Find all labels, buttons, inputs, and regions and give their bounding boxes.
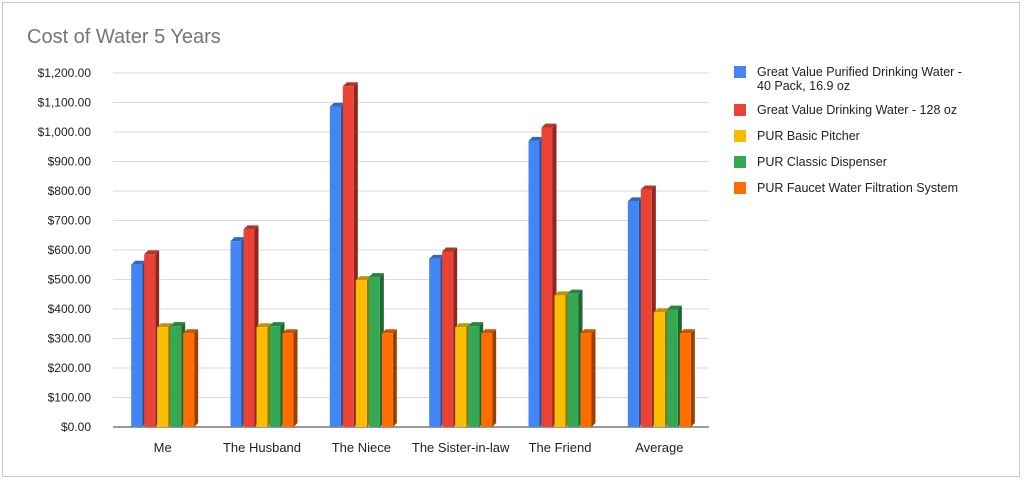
x-tick-label: The Niece	[332, 440, 391, 455]
bar[interactable]	[256, 323, 272, 427]
y-tick-label: $300.00	[48, 332, 92, 346]
legend-item[interactable]: Great Value Drinking Water - 128 oz	[734, 103, 957, 117]
chart-title: Cost of Water 5 Years	[27, 26, 221, 48]
bar[interactable]	[282, 329, 298, 427]
y-tick-label: $800.00	[48, 184, 92, 198]
bar[interactable]	[627, 197, 643, 427]
legend[interactable]: Great Value Purified Drinking Water -40 …	[734, 65, 962, 195]
legend-item[interactable]: PUR Faucet Water Filtration System	[734, 181, 958, 195]
legend-swatch	[734, 156, 746, 168]
bar[interactable]	[381, 329, 397, 427]
bar[interactable]	[640, 185, 656, 427]
y-tick-label: $600.00	[48, 243, 92, 257]
bar[interactable]	[481, 329, 497, 427]
x-tick-label: The Sister-in-law	[412, 440, 510, 455]
legend-label: PUR Classic Dispenser	[757, 155, 887, 169]
y-tick-label: $500.00	[48, 273, 92, 287]
legend-swatch	[734, 182, 746, 194]
legend-label: Great Value Purified Drinking Water -	[757, 65, 962, 79]
bar[interactable]	[679, 329, 695, 427]
y-axis-ticks: $0.00 $100.00 $200.00 $300.00 $400.00 $500.00…	[38, 66, 92, 434]
bar[interactable]	[580, 329, 596, 427]
bar[interactable]	[170, 322, 186, 427]
bar[interactable]	[429, 254, 445, 427]
legend-item[interactable]: PUR Basic Pitcher	[734, 129, 860, 143]
bar[interactable]	[269, 322, 285, 427]
legend-swatch	[734, 104, 746, 116]
legend-label: PUR Faucet Water Filtration System	[757, 181, 958, 195]
x-tick-label: The Friend	[529, 440, 592, 455]
bar[interactable]	[144, 250, 160, 427]
bar[interactable]	[183, 329, 199, 427]
bar[interactable]	[666, 305, 682, 427]
y-tick-label: $0.00	[61, 420, 91, 434]
bar[interactable]	[157, 323, 173, 427]
legend-item[interactable]: Great Value Purified Drinking Water -40 …	[734, 65, 962, 93]
bar[interactable]	[541, 123, 557, 427]
bar[interactable]	[442, 247, 458, 427]
x-tick-label: The Husband	[223, 440, 301, 455]
y-tick-label: $400.00	[48, 302, 92, 316]
bar[interactable]	[368, 273, 384, 427]
legend-label: Great Value Drinking Water - 128 oz	[757, 103, 957, 117]
bar[interactable]	[355, 276, 371, 427]
bar[interactable]	[567, 289, 583, 427]
x-tick-label: Me	[154, 440, 172, 455]
bar[interactable]	[468, 322, 484, 427]
bar[interactable]	[230, 237, 246, 427]
bar-chart: Cost of Water 5 Years $0.00 $100.00 $200.0…	[27, 26, 962, 455]
bars	[131, 82, 695, 428]
bar[interactable]	[528, 136, 544, 427]
legend-label: PUR Basic Pitcher	[757, 129, 860, 143]
bar[interactable]	[554, 291, 570, 427]
y-tick-label: $1,000.00	[38, 125, 92, 139]
y-tick-label: $900.00	[48, 155, 92, 169]
y-tick-label: $1,200.00	[38, 66, 92, 80]
bar[interactable]	[131, 260, 147, 427]
legend-swatch	[734, 130, 746, 142]
x-axis-categories: Me The Husband The Niece The Sister-in-law T…	[154, 440, 684, 455]
bar[interactable]	[653, 308, 669, 427]
bar[interactable]	[243, 225, 259, 427]
bar[interactable]	[329, 102, 345, 428]
y-tick-label: $200.00	[48, 361, 92, 375]
x-tick-label: Average	[635, 440, 683, 455]
y-tick-label: $1,100.00	[38, 96, 92, 110]
legend-item[interactable]: PUR Classic Dispenser	[734, 155, 887, 169]
y-tick-label: $700.00	[48, 214, 92, 228]
legend-label: 40 Pack, 16.9 oz	[757, 79, 850, 93]
legend-swatch	[734, 66, 746, 78]
bar[interactable]	[455, 323, 471, 427]
bar[interactable]	[342, 82, 358, 428]
gridlines	[113, 72, 709, 428]
y-tick-label: $100.00	[48, 391, 92, 405]
